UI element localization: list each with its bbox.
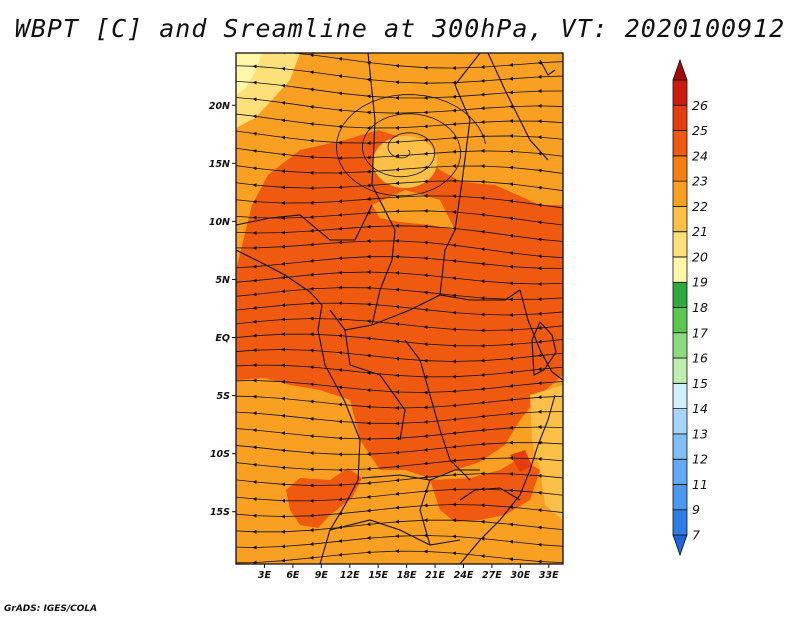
colorbar-segment — [672, 458, 688, 485]
colorbar-segment — [672, 79, 688, 106]
colorbar-segment — [672, 130, 688, 157]
streamline — [236, 471, 563, 488]
streamline — [236, 208, 563, 226]
colorbar-segment — [672, 408, 688, 435]
map-panel — [236, 53, 563, 564]
colorbar: 7 9 11 12 13 14 15 16 17 18 19 20 21 22 23 24 25 26 — [672, 58, 708, 557]
streamline — [236, 193, 563, 209]
lon-tick-label: 24E — [454, 570, 474, 581]
colorbar-label: 26 — [692, 98, 708, 113]
colorbar-label: 13 — [692, 426, 708, 441]
colorbar-segment — [672, 155, 688, 182]
colorbar-label: 21 — [692, 224, 708, 239]
colorbar-label: 16 — [692, 351, 708, 366]
colorbar-label: 19 — [692, 275, 708, 290]
colorbar-segment — [672, 231, 688, 258]
streamline — [236, 97, 563, 116]
lon-tick-label: 12E — [340, 570, 360, 581]
lat-tick-label: 10N — [209, 217, 230, 228]
lon-tick-label: 6E — [286, 570, 300, 581]
lat-tick-label: 15N — [209, 159, 230, 170]
lon-tick-label: 21E — [425, 570, 445, 581]
lat-tick-label: 10S — [210, 449, 230, 460]
streamline — [236, 533, 563, 550]
streamline — [236, 301, 563, 317]
colorbar-segment — [672, 484, 688, 511]
colorbar-label: 25 — [692, 123, 708, 138]
streamline — [236, 409, 563, 426]
streamline — [236, 238, 563, 259]
streamline — [236, 270, 563, 286]
streamline — [236, 518, 563, 534]
colorbar-segment — [672, 180, 688, 207]
vortex-streamlines — [335, 94, 487, 197]
chart-title: WBPT [C] and Sreamline at 300hPa, VT: 20… — [14, 14, 786, 43]
streamline — [236, 394, 563, 411]
colorbar-label: 20 — [692, 249, 708, 264]
streamline — [236, 456, 563, 472]
lat-tick-label: 5S — [217, 391, 231, 402]
streamline — [236, 130, 563, 146]
colorbar-segment — [672, 256, 688, 283]
lon-tick-label: 3E — [258, 570, 272, 581]
colorbar-segment — [672, 58, 688, 81]
streamline — [236, 147, 563, 161]
colorbar-label: 12 — [692, 452, 708, 467]
lat-tick-label: EQ — [215, 333, 230, 344]
colorbar-label: 22 — [692, 199, 708, 214]
streamline — [236, 223, 563, 242]
colorbar-segment — [672, 534, 688, 557]
streamline — [236, 378, 563, 395]
streamline — [236, 113, 563, 131]
colorbar-segment — [672, 382, 688, 410]
lat-tick-label: 15S — [210, 507, 230, 518]
streamline — [236, 332, 563, 348]
colorbar-segment — [672, 433, 688, 460]
streamline — [236, 549, 563, 564]
lon-tick-label: 9E — [315, 570, 329, 581]
lon-tick-label: 30E — [510, 570, 530, 581]
colorbar-label: 9 — [692, 502, 700, 517]
colorbar-segment — [672, 307, 688, 334]
lon-tick-label: 15E — [368, 570, 388, 581]
colorbar-segment — [672, 332, 688, 359]
streamline — [236, 424, 563, 442]
colorbar-label: 11 — [692, 477, 708, 492]
colorbar-label: 18 — [692, 300, 708, 315]
colorbar-segment — [672, 205, 688, 233]
streamline — [236, 254, 563, 271]
latitude-axis: 20N 15N 10N 5N EQ 5S 10S 15S — [209, 101, 236, 518]
colorbar-segment — [672, 104, 688, 131]
colorbar-segment — [672, 281, 688, 308]
shading-vortex-core — [373, 136, 437, 188]
streamlines-layer — [236, 53, 563, 564]
streamline — [236, 316, 563, 333]
streamline — [236, 178, 563, 192]
lon-tick-label: 33E — [539, 570, 559, 581]
lon-tick-label: 18E — [397, 570, 417, 581]
colorbar-label: 17 — [692, 325, 708, 340]
map-frame — [235, 52, 564, 565]
streamline — [236, 285, 563, 302]
colorbar-label: 7 — [692, 528, 700, 543]
lat-tick-label: 5N — [215, 275, 230, 286]
colorbar-label: 15 — [692, 376, 708, 391]
footer-credit: GrADS: IGES/COLA — [4, 604, 98, 614]
colorbar-label: 14 — [692, 401, 708, 416]
streamline — [236, 440, 563, 457]
streamline — [236, 164, 563, 175]
streamline — [236, 363, 563, 379]
streamline — [236, 487, 563, 503]
vortex-spiral — [335, 94, 487, 197]
colorbar-label: 23 — [692, 174, 708, 189]
colorbar-label: 24 — [692, 148, 708, 163]
lon-tick-label: 27E — [482, 570, 502, 581]
coastlines-and-borders — [236, 53, 563, 564]
longitude-axis: 3E 6E 9E 12E 15E 18E 21E 24E 27E 30E 33E — [258, 564, 559, 581]
streamline — [236, 347, 563, 364]
colorbar-segment — [672, 509, 688, 536]
colorbar-segment — [672, 357, 688, 384]
lat-tick-label: 20N — [209, 101, 230, 112]
